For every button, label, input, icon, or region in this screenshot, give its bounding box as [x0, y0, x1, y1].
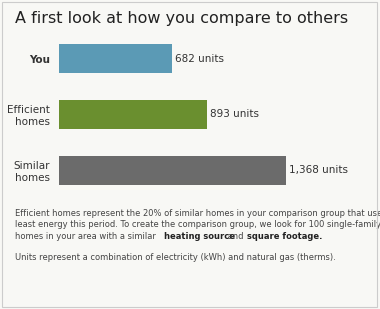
Text: homes in your area with a similar: homes in your area with a similar	[15, 232, 159, 241]
Text: Units represent a combination of electricity (kWh) and natural gas (therms).: Units represent a combination of electri…	[15, 253, 336, 262]
Text: 682 units: 682 units	[175, 53, 224, 64]
Text: square footage.: square footage.	[247, 232, 322, 241]
Text: heating source: heating source	[164, 232, 235, 241]
Text: and: and	[225, 232, 246, 241]
Bar	[59, 100, 207, 129]
Text: 1,368 units: 1,368 units	[289, 165, 348, 175]
Text: A first look at how you compare to others: A first look at how you compare to other…	[15, 11, 348, 26]
Bar	[59, 44, 172, 73]
Text: least energy this period. To create the comparison group, we look for 100 single: least energy this period. To create the …	[15, 220, 380, 229]
Text: Efficient homes represent the 20% of similar homes in your comparison group that: Efficient homes represent the 20% of sim…	[15, 209, 380, 218]
Bar	[59, 155, 287, 184]
Text: 893 units: 893 units	[211, 109, 260, 119]
